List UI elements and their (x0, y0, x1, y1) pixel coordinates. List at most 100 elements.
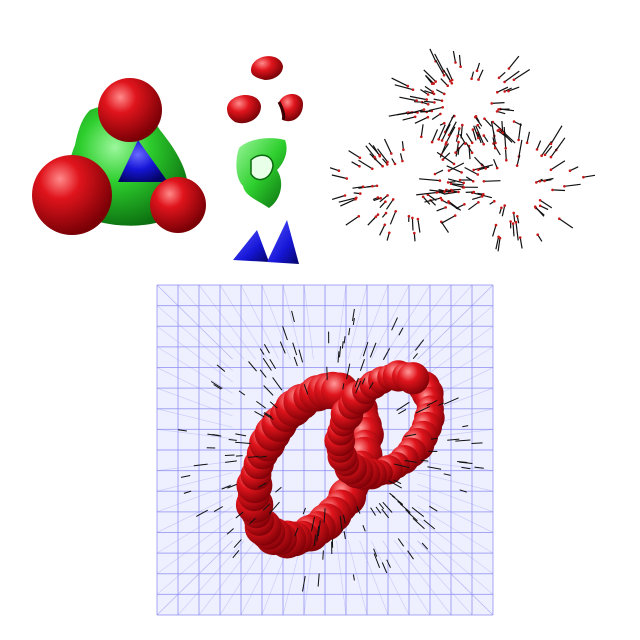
normal-origin (476, 123, 480, 127)
normal-vector (330, 167, 340, 172)
normal-vector (379, 224, 386, 236)
grid-line (359, 284, 389, 360)
normal-vector (224, 454, 235, 456)
normal-origin (472, 190, 476, 194)
normal-origin (470, 141, 474, 145)
normal-origin (535, 181, 538, 184)
normal-vector (424, 100, 435, 103)
normal-vector (475, 125, 485, 145)
normal-vector (409, 95, 427, 101)
normal-vector (513, 68, 531, 81)
normal-vector (465, 133, 473, 144)
normal-vector (448, 200, 462, 211)
grid-line (417, 529, 494, 595)
normal-vectors-icon (330, 48, 595, 252)
grid-line (156, 367, 233, 405)
normal-origin (507, 89, 510, 93)
normal-vector (389, 211, 397, 225)
normal-vector (477, 69, 484, 80)
normal-vector (446, 165, 462, 173)
normal-origin (482, 142, 485, 146)
normal-origin (503, 204, 506, 207)
normal-origin (374, 215, 378, 218)
surface-normals-panel (330, 30, 595, 270)
normal-vector (345, 215, 360, 226)
normal-vector (446, 67, 453, 81)
normal-origin (543, 179, 546, 183)
normal-vector (346, 363, 351, 380)
grid-line (359, 540, 389, 616)
normal-origin (458, 178, 462, 182)
normal-vector (429, 48, 437, 62)
normal-vector (564, 183, 581, 187)
normal-vector (291, 310, 295, 323)
normal-origin (431, 90, 434, 94)
normal-origin (421, 195, 425, 199)
grid-line (156, 284, 233, 360)
normal-origin (536, 233, 539, 236)
normal-origin (422, 108, 426, 111)
normal-vector (516, 154, 521, 166)
normal-vector (492, 137, 496, 149)
normal-vector (331, 174, 347, 180)
grid-line (405, 540, 473, 616)
normal-origin (393, 162, 397, 166)
normal-vector (412, 517, 425, 530)
normal-vector (382, 501, 393, 513)
normal-vector (496, 110, 506, 115)
normal-vector (424, 90, 435, 95)
grid-line (405, 284, 473, 360)
grid-line (370, 284, 410, 360)
normal-vector (459, 489, 467, 493)
normal-vector (508, 55, 520, 69)
normal-origin (453, 214, 457, 217)
normal-vector (212, 434, 220, 436)
normal-origin (518, 236, 522, 239)
normal-origin (549, 155, 553, 159)
grid-line (417, 483, 494, 513)
normal-vector (492, 224, 497, 237)
normal-vector (526, 131, 531, 143)
normal-origin (503, 90, 506, 93)
normal-vector (368, 381, 374, 390)
normal-vector (399, 96, 417, 102)
normal-vector (275, 486, 282, 493)
normal-origin (512, 78, 516, 82)
normal-origin (413, 231, 416, 235)
normal-vector (431, 113, 441, 120)
normal-vector (379, 201, 386, 209)
normal-origin (440, 139, 444, 142)
normal-origin (498, 236, 502, 240)
normal-vector (391, 317, 398, 331)
normal-vector (258, 482, 267, 488)
normal-origin (540, 154, 543, 157)
normal-vector (235, 455, 243, 457)
normal-origin (509, 220, 512, 223)
normal-vector (233, 539, 242, 548)
normal-vector (442, 152, 451, 161)
normal-vector (358, 185, 373, 189)
normal-vector (434, 53, 445, 72)
normal-vector (298, 349, 304, 363)
normal-origin (480, 195, 484, 198)
normal-vector (256, 400, 266, 409)
normal-vector (388, 112, 409, 117)
normal-origin (549, 142, 553, 146)
normal-vector (415, 339, 425, 351)
normal-origin (496, 90, 499, 94)
normal-origin (457, 140, 460, 144)
normal-vector (512, 223, 515, 237)
normal-vector (394, 84, 414, 91)
normal-vector (455, 142, 460, 157)
normal-vector (497, 238, 501, 252)
normal-vector (420, 110, 432, 113)
normal-origin (394, 210, 397, 213)
normal-vector (393, 479, 402, 485)
normal-vector (303, 384, 309, 395)
normal-vector (539, 205, 549, 211)
normal-vector (337, 351, 340, 363)
normal-vector (464, 166, 479, 176)
normal-vector (420, 88, 429, 96)
normal-origin (438, 179, 442, 182)
